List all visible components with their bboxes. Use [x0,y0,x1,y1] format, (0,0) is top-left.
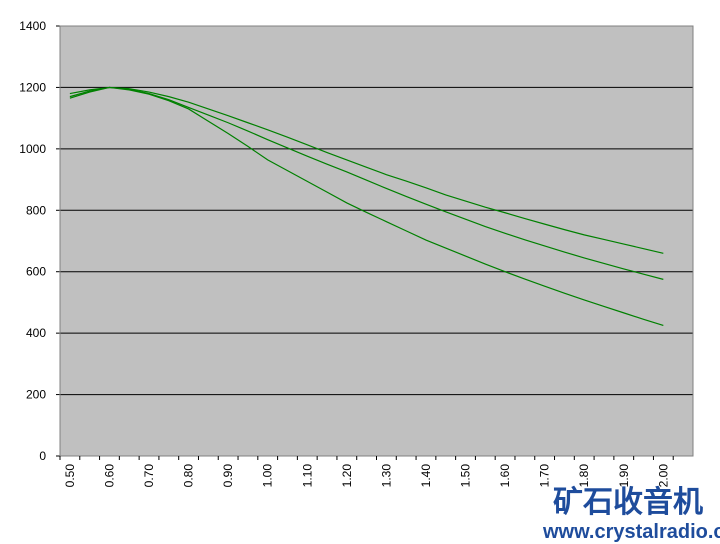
x-tick-label: 1.40 [419,464,433,488]
x-tick-label: 1.30 [379,464,393,488]
y-tick-label: 800 [26,203,46,217]
watermark-url: www.crystalradio.cn [542,521,720,543]
x-tick-label: 1.20 [340,464,354,488]
x-tick-label: 0.90 [221,464,235,488]
x-tick-label: 0.80 [182,464,196,488]
series-line [69,86,664,327]
y-tick-label: 200 [26,388,46,402]
y-tick-label: 1400 [19,19,46,33]
x-tick-label: 1.70 [538,464,552,488]
plot-area [60,26,693,456]
x-tick-label: 1.60 [498,464,512,488]
x-tick-label: 1.00 [261,464,275,488]
x-tick-label: 2.00 [656,464,670,488]
series-line [69,86,664,280]
x-tick-label: 1.10 [300,464,314,488]
x-tick-label: 1.80 [577,464,591,488]
y-tick-label: 0 [39,449,46,463]
y-tick-label: 1000 [19,142,46,156]
x-tick-label: 0.50 [63,464,77,488]
y-tick-label: 400 [26,326,46,340]
x-tick-label: 0.60 [102,464,116,488]
y-tick-label: 1200 [19,80,46,94]
watermark-title: 矿石收音机 [553,485,703,520]
x-tick-label: 0.70 [142,464,156,488]
series-line [69,86,664,254]
x-tick-label: 1.50 [459,464,473,488]
x-tick-label: 1.90 [617,464,631,488]
y-tick-label: 600 [26,265,46,279]
